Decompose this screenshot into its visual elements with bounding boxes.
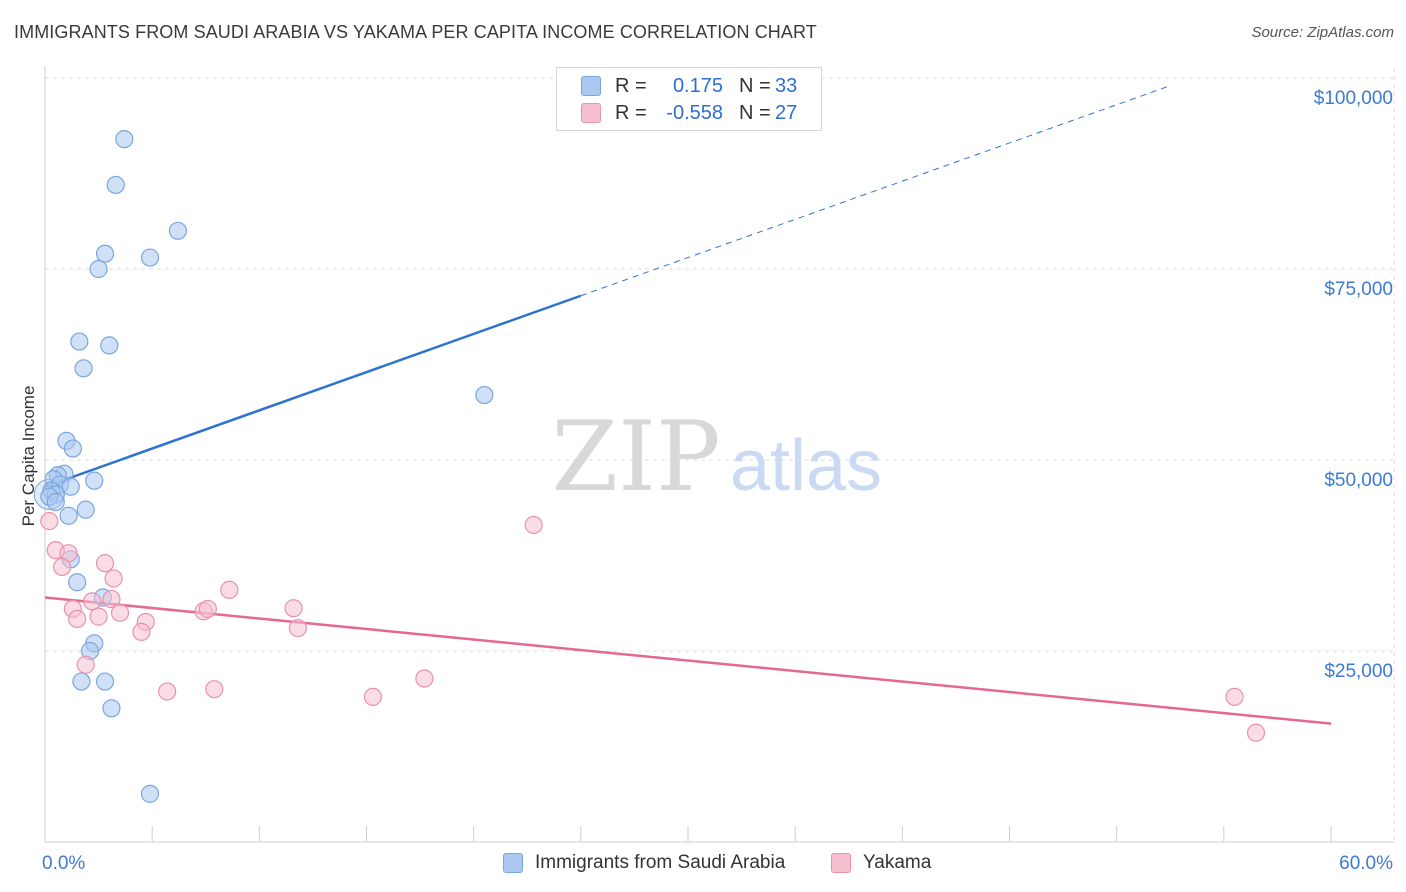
data-point-saudi: [95, 244, 115, 263]
tick-labels: $25,000 $50,000 $75,000 $100,000 0.0% 60.0%: [42, 88, 1393, 874]
series-legend: Immigrants from Saudi Arabia Yakama: [0, 852, 1406, 878]
trend-line-saudi-extension: [580, 85, 1171, 297]
data-point-yakama: [198, 599, 217, 619]
swatch-yakama: [581, 103, 601, 123]
data-point-yakama: [95, 554, 115, 573]
data-point-yakama: [1246, 723, 1266, 742]
data-point-yakama: [83, 592, 102, 611]
data-point-saudi: [168, 221, 187, 240]
r-value: -0.558: [666, 101, 723, 124]
data-point-saudi: [102, 699, 121, 718]
data-point-saudi: [140, 248, 160, 267]
chart-title: IMMIGRANTS FROM SAUDI ARABIA VS YAKAMA P…: [14, 22, 817, 42]
n-label: N =: [739, 74, 771, 97]
stats-legend: R = 0.175 N = 33 R = -0.558 N = 27: [556, 67, 822, 131]
data-point-yakama: [76, 655, 95, 674]
data-point-saudi: [140, 784, 160, 803]
legend-swatch-saudi: [503, 853, 523, 873]
data-point-saudi: [61, 477, 80, 496]
n-value: 33: [775, 74, 798, 97]
stats-row-yakama: R = -0.558 N = 27: [581, 100, 797, 126]
data-point-yakama: [415, 669, 434, 688]
watermark-atlas: atlas: [730, 426, 882, 506]
y-axis-label: Per Capita Income: [19, 386, 38, 527]
n-value: 27: [775, 101, 798, 124]
data-point-saudi: [68, 573, 87, 592]
legend-item-yakama[interactable]: Yakama: [831, 852, 931, 874]
trend-lines: [44, 85, 1332, 725]
data-point-saudi: [72, 672, 91, 691]
data-point-yakama: [102, 589, 121, 609]
data-point-saudi: [74, 359, 93, 378]
legend-label-saudi: Immigrants from Saudi Arabia: [535, 852, 786, 873]
x-tick-label-min: 0.0%: [42, 853, 85, 874]
data-point-yakama: [363, 687, 383, 706]
data-point-saudi: [95, 672, 115, 691]
data-point-yakama: [40, 512, 59, 531]
data-points: [33, 130, 1266, 803]
y-tick-label: $100,000: [1314, 88, 1393, 109]
x-tick-label-max: 60.0%: [1339, 853, 1393, 874]
y-tick-label: $25,000: [1324, 661, 1393, 682]
data-point-yakama: [53, 557, 72, 577]
data-point-yakama: [284, 599, 303, 618]
trend-line-yakama: [44, 596, 1332, 725]
legend-label-yakama: Yakama: [863, 852, 932, 873]
data-point-yakama: [1225, 687, 1244, 706]
stats-row-saudi: R = 0.175 N = 33: [581, 73, 797, 99]
data-point-yakama: [288, 618, 308, 638]
watermark-zip: ZIP: [551, 401, 720, 513]
data-point-yakama: [89, 607, 108, 626]
data-point-yakama: [205, 680, 224, 699]
y-tick-label: $50,000: [1324, 470, 1393, 491]
data-point-yakama: [110, 603, 130, 622]
data-point-saudi: [70, 332, 89, 351]
swatch-saudi: [581, 76, 601, 96]
data-point-saudi: [46, 492, 65, 512]
data-point-yakama: [132, 622, 151, 642]
r-label: R =: [615, 101, 647, 124]
data-point-saudi: [100, 336, 119, 355]
data-point-yakama: [524, 515, 543, 535]
source-credit: Source: ZipAtlas.com: [1251, 24, 1394, 41]
axes: [44, 66, 1394, 843]
data-point-saudi: [89, 259, 108, 279]
legend-item-saudi[interactable]: Immigrants from Saudi Arabia: [503, 852, 785, 874]
r-value: 0.175: [672, 74, 723, 97]
data-point-saudi: [475, 385, 494, 405]
data-point-yakama: [68, 609, 87, 629]
y-tick-label: $75,000: [1324, 279, 1393, 300]
data-point-saudi: [59, 506, 78, 525]
data-point-saudi: [85, 471, 104, 490]
trend-line-saudi: [44, 294, 582, 488]
legend-swatch-yakama: [831, 853, 851, 873]
r-label: R =: [615, 74, 647, 97]
data-point-saudi: [115, 130, 134, 149]
data-point-saudi: [63, 439, 82, 458]
data-point-saudi: [106, 175, 125, 195]
data-point-yakama: [158, 682, 177, 701]
data-point-saudi: [76, 500, 95, 519]
n-label: N =: [739, 101, 771, 124]
data-point-yakama: [220, 580, 239, 599]
data-point-yakama: [104, 569, 123, 588]
